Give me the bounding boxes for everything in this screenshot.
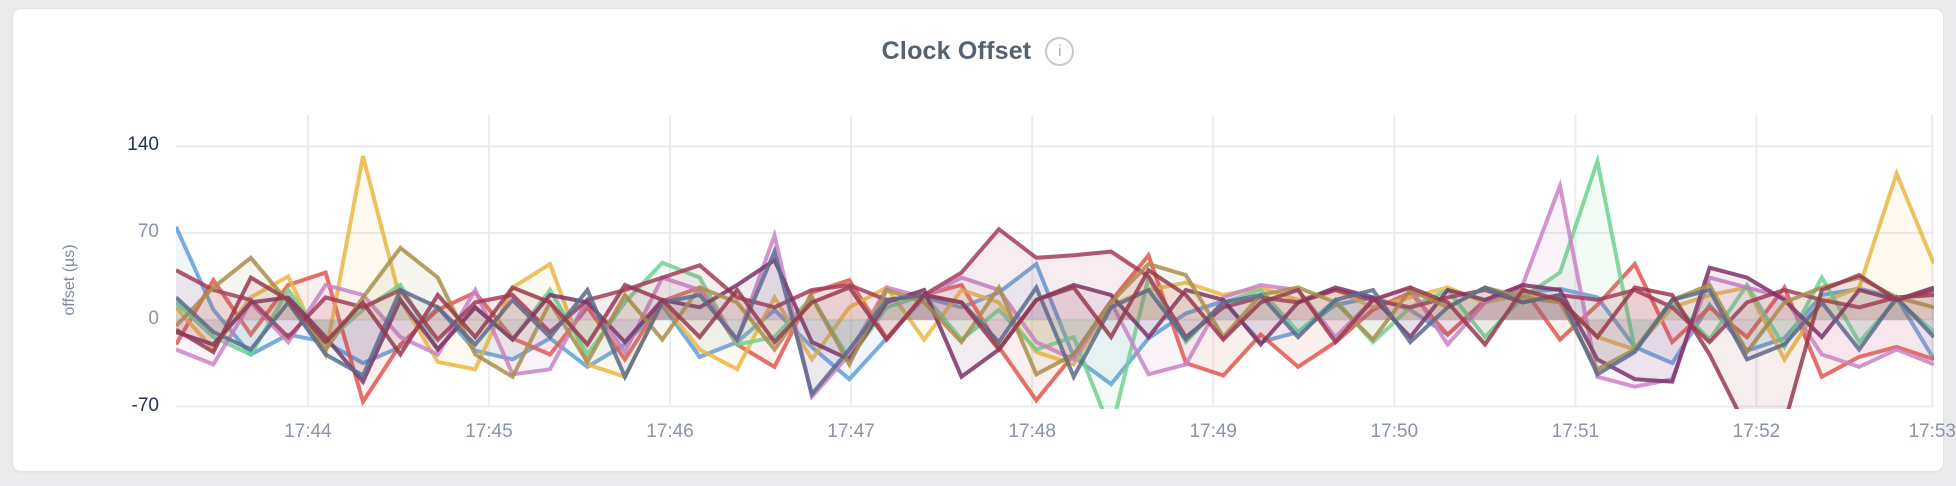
x-tick-label: 17:51 xyxy=(1551,421,1600,442)
x-tick-label: 17:44 xyxy=(284,421,332,442)
x-tick-label: 17:45 xyxy=(465,421,513,442)
series-9-area xyxy=(176,251,1934,395)
series-2-line[interactable] xyxy=(176,251,1934,407)
x-tick-label: 17:47 xyxy=(827,421,875,442)
x-tick-label: 17:49 xyxy=(1189,421,1237,442)
chart-header: Clock Offset i xyxy=(13,37,1943,66)
series-4-area xyxy=(176,161,1934,409)
clock-offset-plot[interactable] xyxy=(176,109,1934,409)
y-tick-label: 0 xyxy=(148,307,159,329)
series-10-line[interactable] xyxy=(176,267,1934,409)
series-8-area xyxy=(176,247,1934,377)
series-6-line[interactable] xyxy=(176,226,1934,345)
series-10-area xyxy=(176,270,1934,409)
x-tick-label: 17:53 xyxy=(1908,421,1956,442)
chart-card: Clock Offset i offset (µs) 140 70 0 -70 17:… xyxy=(12,8,1956,472)
x-tick-label: 17:50 xyxy=(1370,421,1419,442)
x-tick-label: 17:46 xyxy=(646,421,694,442)
series-5-line[interactable] xyxy=(176,178,1934,401)
series-9-line[interactable] xyxy=(176,245,1934,399)
info-icon[interactable]: i xyxy=(1045,37,1075,66)
gridlines xyxy=(176,115,1934,408)
x-tick-label: 17:48 xyxy=(1008,421,1056,442)
series-3-area xyxy=(176,156,1934,377)
y-tick-label: 140 xyxy=(127,134,159,156)
chart-title: Clock Offset xyxy=(881,37,1032,65)
x-tick-label: 17:52 xyxy=(1732,421,1781,442)
y-tick-label: -70 xyxy=(131,394,159,416)
y-tick-label: 70 xyxy=(137,220,159,242)
